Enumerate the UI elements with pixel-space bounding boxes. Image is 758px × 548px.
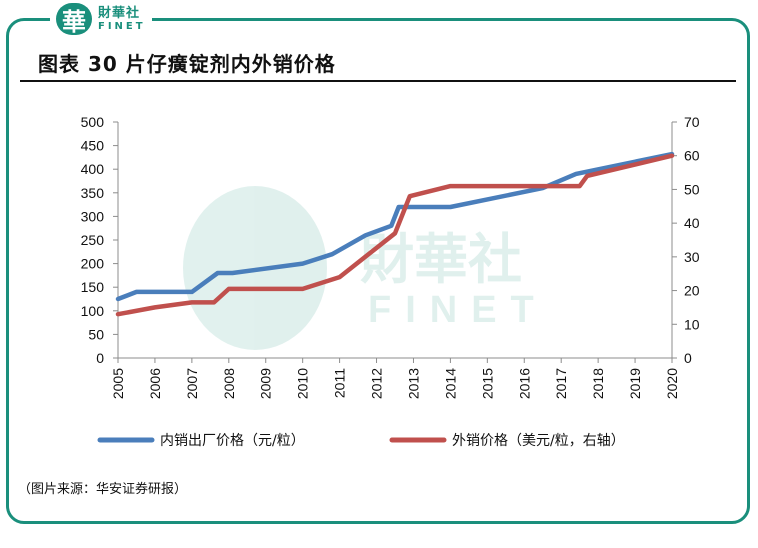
x-tick-label: 2013 [405,368,421,399]
y-left-tick-label: 250 [81,232,105,248]
y-left-tick-label: 50 [88,326,104,342]
watermark-cn: 財華社 [360,228,522,291]
y-right-tick-label: 70 [684,114,700,130]
x-tick-label: 2014 [442,368,458,399]
y-left-tick-label: 300 [81,208,105,224]
y-left-tick-label: 150 [81,279,105,295]
y-right-tick-label: 20 [684,283,700,299]
series-line-export [115,153,675,317]
y-left-tick-label: 0 [96,350,104,366]
legend-label-export: 外销价格（美元/粒，右轴） [452,433,625,449]
y-right-tick-label: 0 [684,350,692,366]
y-right-tick-label: 30 [684,249,700,265]
x-tick-label: 2010 [295,368,311,399]
x-tick-label: 2008 [221,368,237,399]
y-left-tick-label: 200 [81,256,105,272]
figure-title: 图表 30 片仔癀锭剂内外销价格 [38,52,336,76]
series-line-domestic [115,151,675,302]
x-tick-label: 2017 [553,368,569,399]
x-tick-label: 2006 [147,368,163,399]
brand-logo: 華 財華社 FINET [50,2,152,36]
x-tick-label: 2007 [184,368,200,399]
y-left-tick-label: 100 [81,303,105,319]
brand-seal-icon: 華 [56,3,92,36]
x-tick-label: 2019 [627,368,643,399]
brand-name-en: FINET [98,20,146,32]
y-right-tick-label: 40 [684,215,700,231]
y-left-tick-label: 350 [81,185,105,201]
title-divider [20,80,736,82]
axes: 0 50 100 150 200 250 300 350 400 450 500 0 10 20 30 40 5… [81,114,700,399]
chart-frame [6,18,750,524]
y-left-tick-label: 450 [81,138,105,154]
brand-name-cn: 財華社 [98,5,141,21]
x-tick-label: 2016 [516,368,532,399]
x-tick-label: 2018 [590,368,606,399]
y-right-tick-label: 10 [684,316,700,332]
x-tick-label: 2011 [332,368,348,398]
x-tick-label: 2015 [479,368,495,399]
watermark: 財華社 FINET [183,186,548,350]
watermark-en: FINET [368,289,548,331]
y-left-tick-label: 500 [81,114,105,130]
y-right-tick-label: 60 [684,148,700,164]
x-tick-label: 2009 [258,368,274,399]
legend-label-domestic: 内销出厂价格（元/粒） [160,433,305,449]
x-tick-label: 2005 [110,368,126,399]
x-tick-label: 2020 [664,368,680,399]
series-layer [115,151,675,317]
source-note: （图片来源：华安证券研报） [18,482,188,497]
y-left-tick-label: 400 [81,161,105,177]
x-tick-label: 2012 [369,368,385,399]
y-right-tick-label: 50 [684,181,700,197]
legend: 内销出厂价格（元/粒） 外销价格（美元/粒，右轴） [97,433,625,449]
